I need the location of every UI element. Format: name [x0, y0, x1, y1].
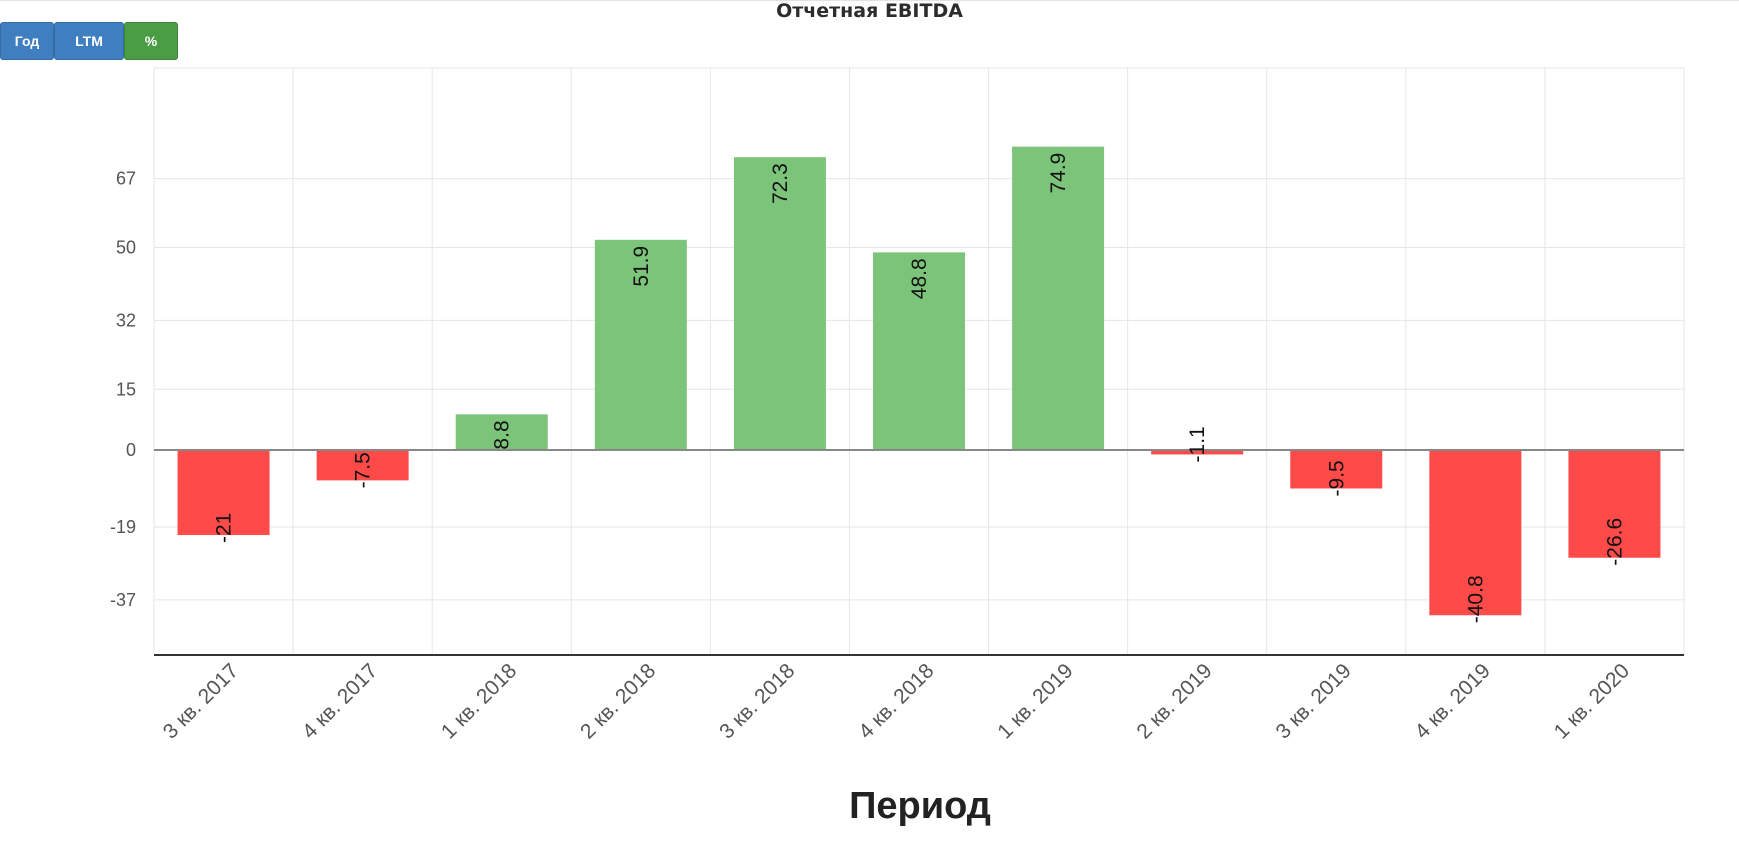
x-tick-label: 3 кв. 2019	[1271, 659, 1355, 743]
bar[interactable]	[873, 252, 965, 450]
bar-value-label: -9.5	[1325, 460, 1348, 496]
x-axis-label: Период	[849, 785, 991, 827]
y-tick-label: 50	[116, 238, 136, 258]
y-tick-label: 15	[116, 379, 136, 399]
top-border	[0, 0, 1739, 1]
bar-value-label: 74.9	[1047, 153, 1070, 194]
bar-value-label: 48.8	[908, 258, 931, 299]
y-tick-label: 0	[126, 440, 136, 460]
x-tick-label: 3 кв. 2018	[715, 659, 799, 743]
bar-value-label: -7.5	[352, 452, 375, 488]
bar[interactable]	[1012, 146, 1105, 450]
y-tick-label: 32	[116, 310, 136, 330]
bar[interactable]	[594, 239, 687, 450]
x-tick-label: 2 кв. 2018	[576, 659, 660, 743]
period-toggle-group: Год LTM %	[0, 22, 178, 60]
x-tick-label: 1 кв. 2019	[993, 659, 1077, 743]
ltm-button[interactable]: LTM	[54, 22, 124, 60]
y-tick-label: -19	[110, 517, 136, 537]
bars-layer	[177, 146, 1661, 616]
year-button[interactable]: Год	[0, 22, 54, 60]
bar[interactable]	[733, 157, 826, 450]
chart-title: Отчетная EBITDA	[776, 0, 963, 22]
bar[interactable]	[1290, 450, 1383, 489]
axis-layer: 67 50 32 15 0 -19 -37	[110, 169, 1684, 656]
percent-button[interactable]: %	[124, 22, 178, 60]
x-tick-label: 4 кв. 2017	[298, 659, 382, 743]
bar[interactable]	[177, 450, 270, 536]
bar[interactable]	[1429, 450, 1522, 616]
grid-layer	[153, 67, 1685, 656]
bar[interactable]	[316, 450, 409, 481]
x-tick-label: 3 кв. 2017	[159, 659, 243, 743]
bar-value-label: -40.8	[1464, 575, 1487, 623]
x-tick-label: 4 кв. 2019	[1411, 659, 1495, 743]
x-tick-label: 1 кв. 2020	[1550, 659, 1634, 743]
y-tick-label: -37	[110, 590, 136, 610]
y-tick-label: 67	[116, 169, 136, 189]
x-tick-label: 2 кв. 2019	[1132, 659, 1216, 743]
bar-value-label: 72.3	[769, 163, 792, 204]
bar-value-label: -26.6	[1603, 518, 1626, 566]
bar-value-label: -21	[213, 513, 236, 543]
bar[interactable]	[1151, 450, 1244, 455]
bar[interactable]	[455, 414, 548, 450]
bar[interactable]	[1568, 450, 1661, 558]
bar-value-label: 51.9	[630, 246, 653, 287]
bar-value-label: 8.8	[491, 420, 514, 449]
x-tick-label: 4 кв. 2018	[854, 659, 938, 743]
x-tick-label: 1 кв. 2018	[437, 659, 521, 743]
bar-value-label: -1.1	[1186, 426, 1209, 462]
